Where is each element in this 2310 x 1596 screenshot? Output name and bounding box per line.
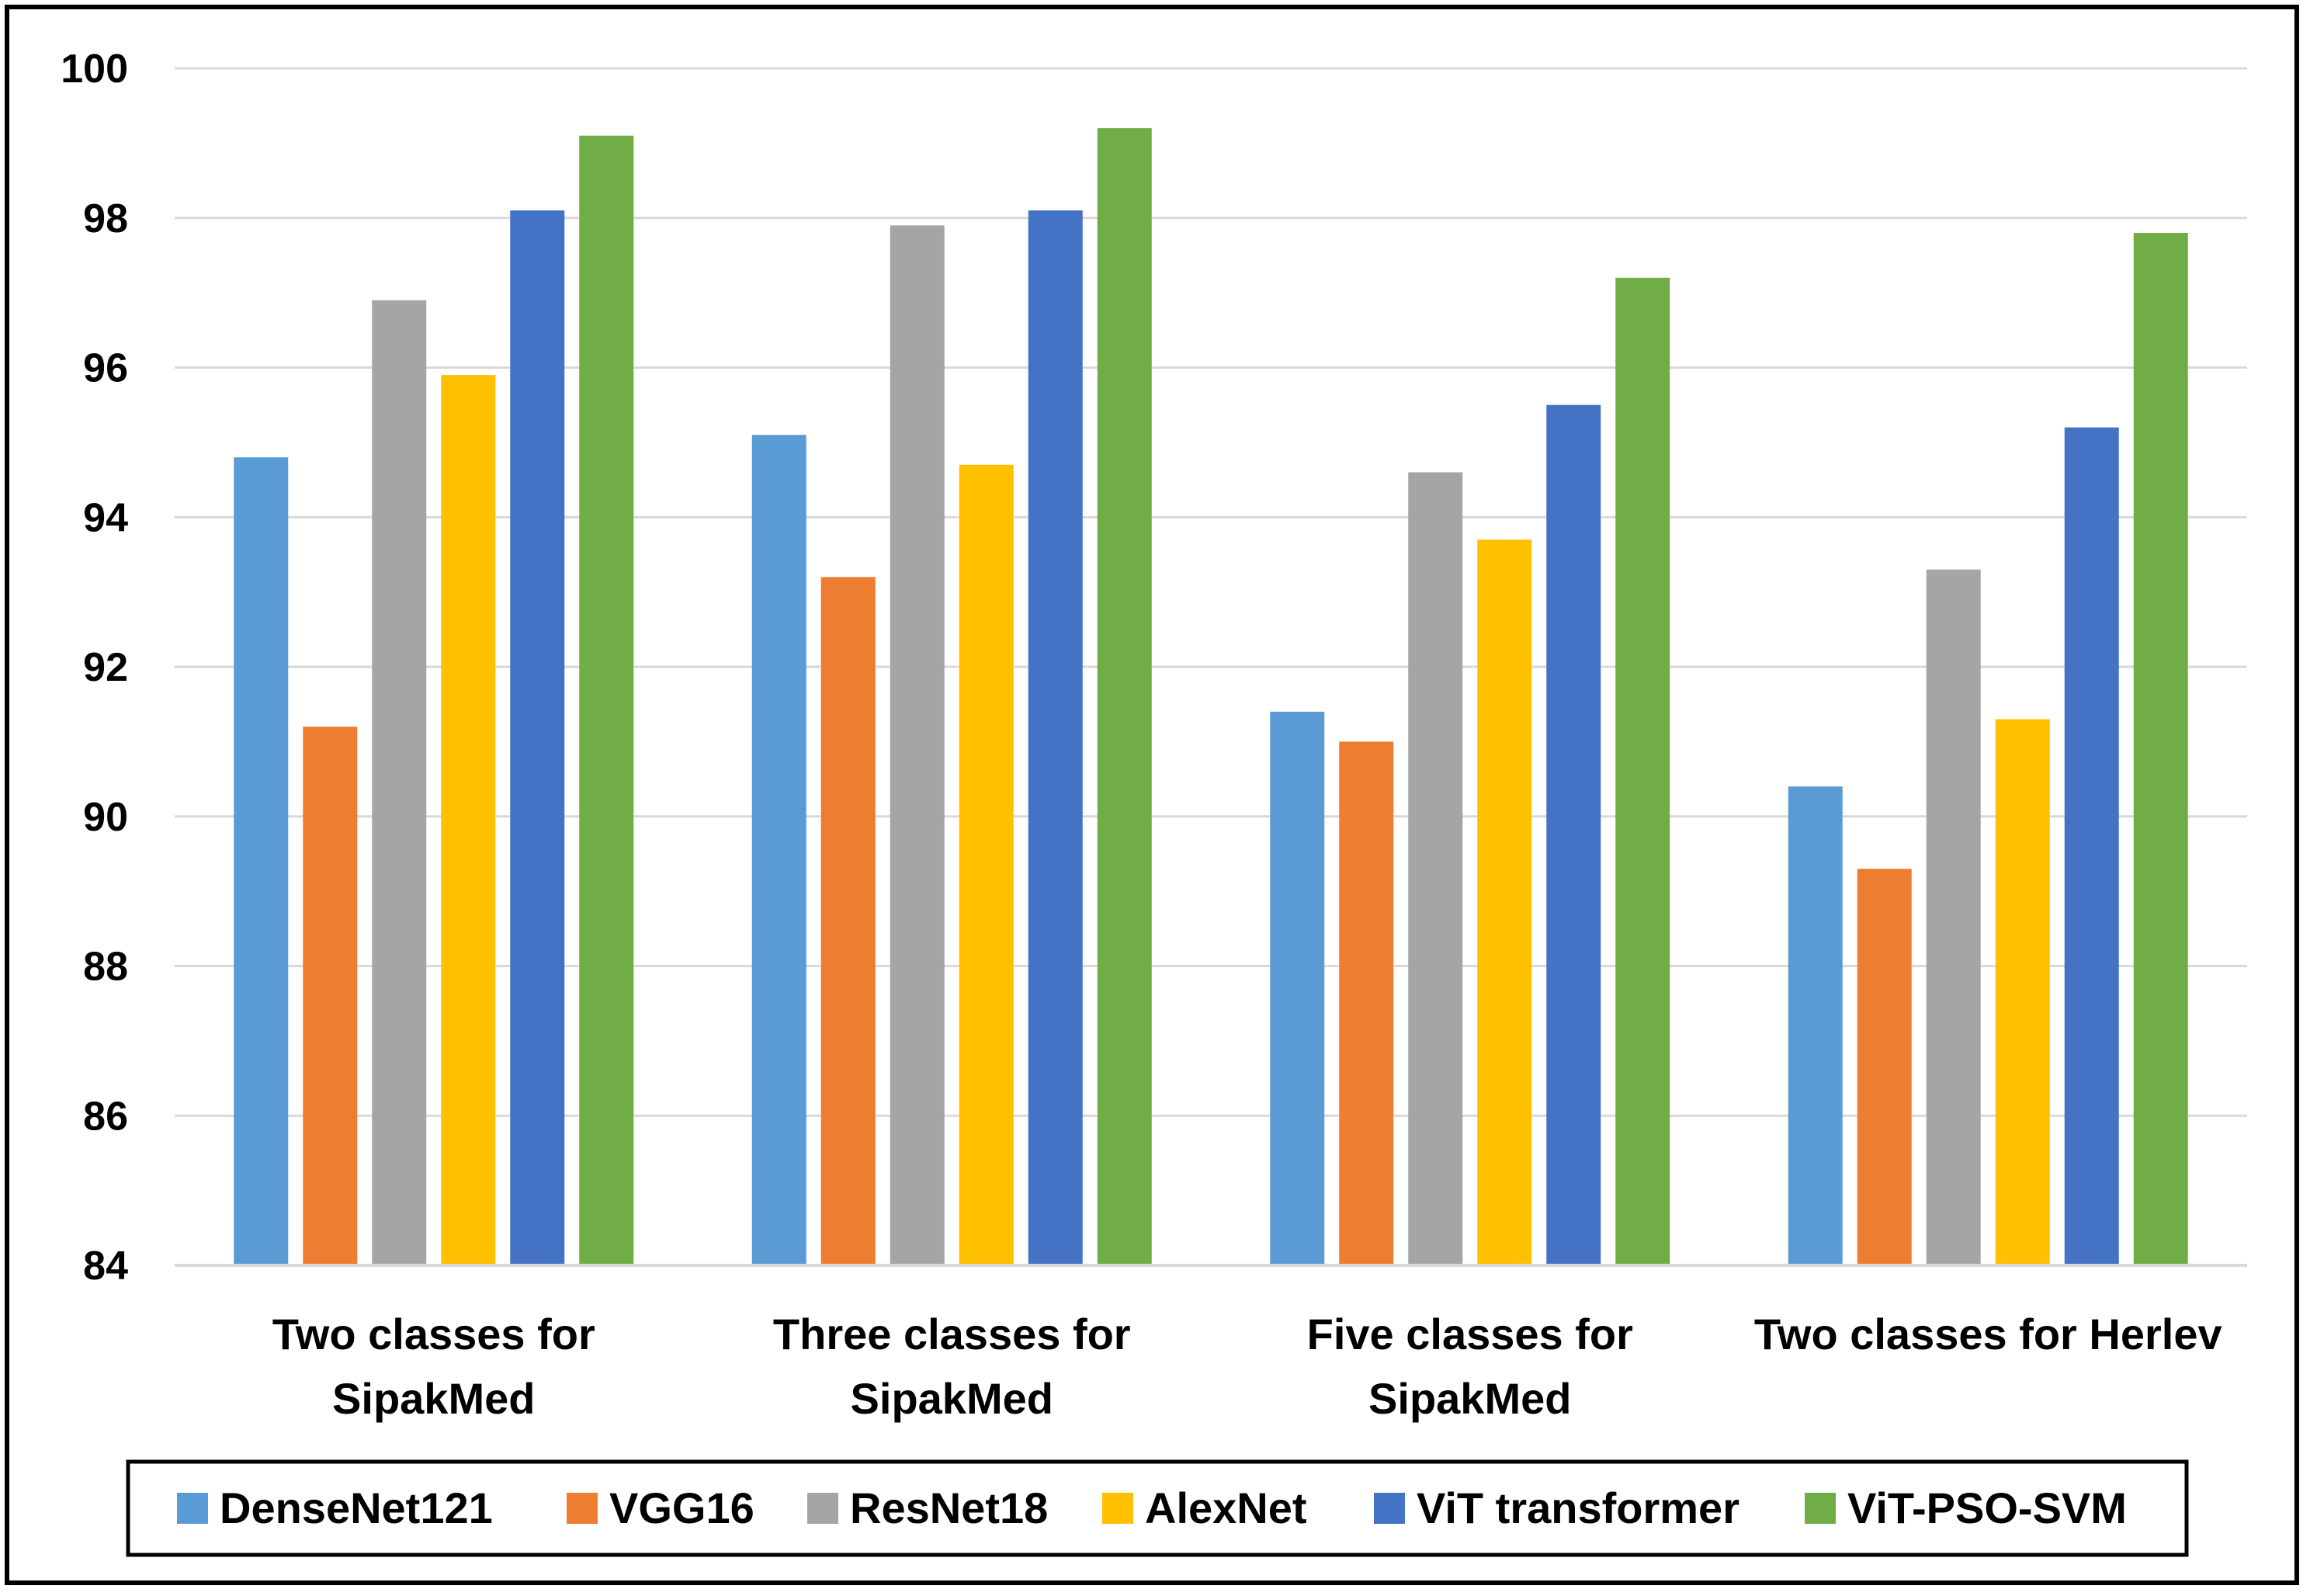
y-tick-label: 100 bbox=[61, 47, 128, 92]
bar-resnet18 bbox=[890, 225, 945, 1266]
legend-swatch bbox=[567, 1493, 598, 1524]
x-category-label: Two classes for bbox=[272, 1310, 595, 1358]
y-tick-label: 98 bbox=[83, 196, 128, 241]
bar-vit-transformer bbox=[2064, 427, 2119, 1265]
bar-resnet18 bbox=[1408, 472, 1463, 1265]
legend-box bbox=[126, 1459, 2189, 1557]
legend-label: VGG16 bbox=[609, 1483, 754, 1532]
y-tick-label: 84 bbox=[83, 1244, 128, 1289]
bar-vit-pso-svm bbox=[1615, 277, 1670, 1266]
bar-alexnet bbox=[441, 375, 496, 1266]
bar-vgg16 bbox=[303, 727, 358, 1265]
legend-label: ResNet18 bbox=[850, 1483, 1048, 1532]
legend-label: AlexNet bbox=[1145, 1483, 1307, 1532]
x-category-label: Three classes for bbox=[773, 1310, 1131, 1358]
legend-label: ViT-PSO-SVM bbox=[1847, 1483, 2127, 1532]
x-category-label: SipakMed bbox=[332, 1374, 535, 1423]
legend-label: DenseNet121 bbox=[220, 1483, 493, 1532]
x-category-label: SipakMed bbox=[851, 1374, 1053, 1423]
bar-densenet121 bbox=[751, 435, 806, 1265]
legend-label: ViT transformer bbox=[1417, 1483, 1739, 1532]
bar-densenet121 bbox=[1270, 711, 1325, 1265]
bar-vgg16 bbox=[1857, 869, 1912, 1265]
bar-vit-pso-svm bbox=[1097, 128, 1152, 1266]
x-category-label: Two classes for Herlev bbox=[1754, 1310, 2222, 1358]
y-tick-label: 90 bbox=[83, 795, 128, 840]
y-tick-label: 96 bbox=[83, 346, 128, 391]
bar-alexnet bbox=[1995, 719, 2050, 1265]
bar-vit-pso-svm bbox=[2133, 233, 2188, 1265]
y-tick-label: 94 bbox=[83, 495, 128, 540]
y-tick-label: 92 bbox=[83, 645, 128, 690]
y-tick-label: 88 bbox=[83, 945, 128, 990]
bar-alexnet bbox=[1477, 540, 1532, 1265]
bar-vgg16 bbox=[820, 577, 876, 1265]
bars bbox=[234, 128, 2188, 1266]
bar-vit-transformer bbox=[1028, 210, 1083, 1265]
y-axis-ticks: 84 86 88 90 92 94 96 98 100 bbox=[61, 47, 128, 1289]
category-labels: Two classes for SipakMed Three classes for… bbox=[272, 1310, 2222, 1423]
bar-alexnet bbox=[959, 464, 1014, 1265]
bar-resnet18 bbox=[1926, 569, 1981, 1265]
x-category-label: SipakMed bbox=[1368, 1374, 1571, 1423]
legend-swatch bbox=[1805, 1493, 1836, 1524]
bar-vit-pso-svm bbox=[579, 135, 634, 1265]
bar-resnet18 bbox=[372, 300, 427, 1266]
legend-swatch bbox=[1374, 1493, 1405, 1524]
bar-vgg16 bbox=[1339, 741, 1394, 1265]
bar-vit-transformer bbox=[510, 210, 565, 1265]
bar-densenet121 bbox=[1788, 786, 1843, 1265]
legend-swatch bbox=[807, 1493, 838, 1524]
legend: DenseNet121 VGG16 ResNet18 AlexNet ViT trans… bbox=[126, 1459, 2189, 1557]
legend-swatch bbox=[177, 1493, 208, 1524]
x-category-label: Five classes for bbox=[1307, 1310, 1633, 1358]
legend-swatch bbox=[1102, 1493, 1133, 1524]
y-tick-label: 86 bbox=[83, 1094, 128, 1139]
bar-densenet121 bbox=[234, 457, 289, 1265]
bar-vit-transformer bbox=[1546, 404, 1601, 1265]
